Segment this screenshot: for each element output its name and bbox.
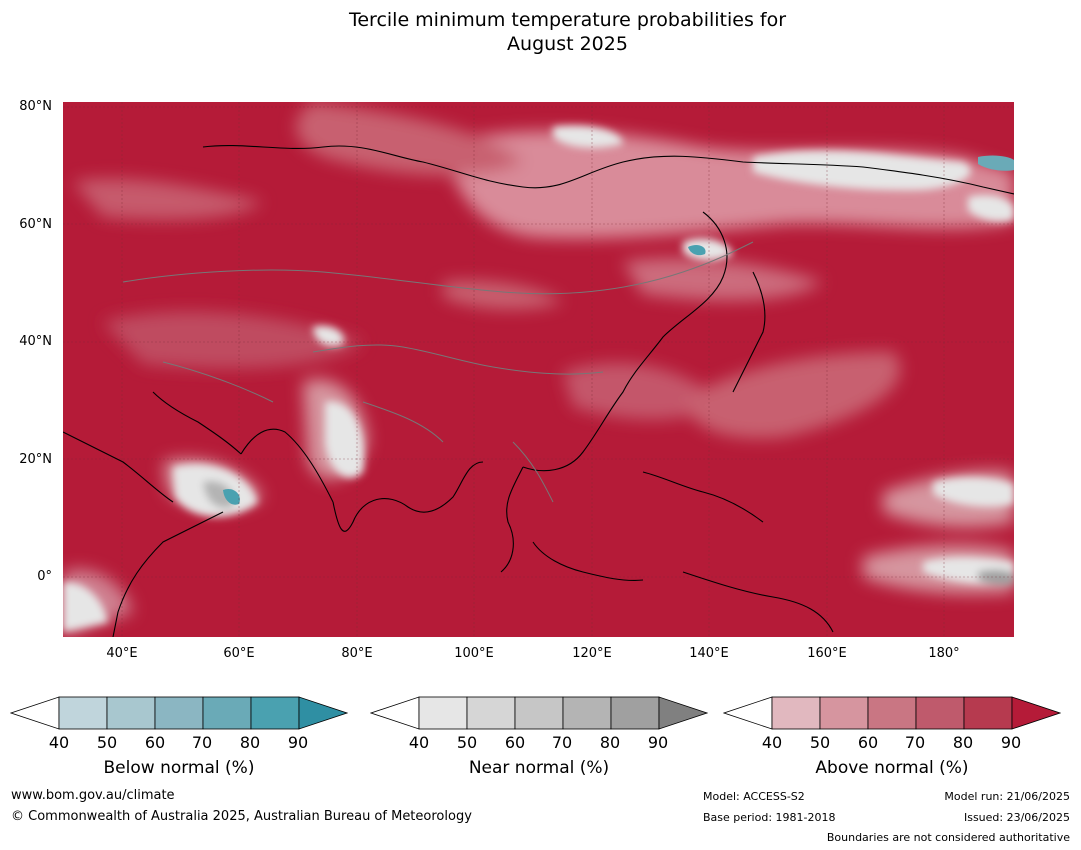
- colorbar-tick: 90: [287, 733, 309, 752]
- lon-label: 80°E: [341, 646, 373, 661]
- colorbar-segment: [562, 696, 612, 730]
- colorbar-tick: 50: [96, 733, 118, 752]
- colorbar-segment: [963, 696, 1013, 730]
- lon-label: 100°E: [454, 646, 494, 661]
- model-run-text: Model run: 21/06/2025: [944, 790, 1070, 803]
- colorbar-tick: 60: [504, 733, 526, 752]
- website-link[interactable]: www.bom.gov.au/climate: [11, 788, 175, 803]
- colorbar-near-normal: [370, 696, 708, 730]
- probability-map: [63, 102, 1014, 637]
- colorbar-segment: [418, 696, 468, 730]
- map-title-line1: Tercile minimum temperature probabilitie…: [348, 9, 787, 31]
- colorbar-tick: 50: [456, 733, 478, 752]
- colorbar-below-normal: [10, 696, 348, 730]
- colorbar-segment: [771, 696, 821, 730]
- borders: [122, 241, 754, 503]
- map-title-line2: August 2025: [507, 33, 628, 55]
- lon-label: 60°E: [223, 646, 255, 661]
- lon-label: 120°E: [572, 646, 612, 661]
- colorbar-above-normal: [723, 696, 1061, 730]
- colorbar-title-near: Near normal (%): [468, 758, 610, 778]
- colorbar-tick: 90: [647, 733, 669, 752]
- colorbar-tick: 80: [599, 733, 621, 752]
- colorbar-extend-low: [370, 696, 420, 730]
- colorbar-segment: [915, 696, 965, 730]
- lat-label: 40°N: [19, 334, 52, 349]
- colorbar-extend-high: [298, 696, 348, 730]
- colorbar-tick: 70: [191, 733, 213, 752]
- colorbar-segment: [58, 696, 108, 730]
- lat-label: 20°N: [19, 452, 52, 467]
- copyright-text: © Commonwealth of Australia 2025, Austra…: [11, 809, 472, 824]
- map-canvas: [63, 102, 1014, 637]
- boundaries-note: Boundaries are not considered authoritat…: [826, 831, 1070, 844]
- colorbar-segment: [154, 696, 204, 730]
- colorbar-title-above: Above normal (%): [815, 758, 969, 778]
- base-period-text: Base period: 1981-2018: [703, 811, 836, 824]
- below-normal-patch-arctic: [978, 155, 1014, 171]
- near-normal-patches: [63, 125, 1014, 632]
- lon-label: 40°E: [106, 646, 138, 661]
- colorbar-tick: 70: [904, 733, 926, 752]
- colorbar-tick: 40: [48, 733, 70, 752]
- colorbar-tick: 50: [809, 733, 831, 752]
- colorbar-segment: [867, 696, 917, 730]
- colorbar-segment: [250, 696, 300, 730]
- colorbar-extend-low: [10, 696, 60, 730]
- below-normal-patch-okhotsk: [688, 244, 706, 256]
- coastlines: [63, 145, 1014, 637]
- colorbar-tick: 60: [857, 733, 879, 752]
- lat-label: 60°N: [19, 217, 52, 232]
- lat-label: 80°N: [19, 99, 52, 114]
- colorbar-tick: 40: [761, 733, 783, 752]
- issued-text: Issued: 23/06/2025: [963, 811, 1070, 824]
- colorbar-tick: 70: [551, 733, 573, 752]
- colorbar-extend-high: [658, 696, 708, 730]
- colorbar-segment: [202, 696, 252, 730]
- lon-label: 160°E: [807, 646, 847, 661]
- colorbar-tick: 60: [144, 733, 166, 752]
- colorbar-segment: [610, 696, 660, 730]
- lat-label: 0°: [37, 569, 52, 584]
- colorbar-title-below: Below normal (%): [103, 758, 255, 778]
- lon-label: 140°E: [689, 646, 729, 661]
- colorbar-segment: [466, 696, 516, 730]
- colorbar-segment: [106, 696, 156, 730]
- colorbar-segment: [514, 696, 564, 730]
- colorbar-tick: 40: [408, 733, 430, 752]
- colorbar-tick: 80: [952, 733, 974, 752]
- map-title: Tercile minimum temperature probabilitie…: [0, 8, 1081, 56]
- lon-label: 180°: [928, 646, 960, 661]
- graticule: [63, 102, 1014, 637]
- colorbar-tick: 80: [239, 733, 261, 752]
- colorbar-extend-low: [723, 696, 773, 730]
- colorbar-tick: 90: [1000, 733, 1022, 752]
- colorbar-segment: [819, 696, 869, 730]
- below-normal-patch-arabian-sea: [223, 488, 240, 505]
- model-text: Model: ACCESS-S2: [703, 790, 805, 803]
- colorbar-extend-high: [1011, 696, 1061, 730]
